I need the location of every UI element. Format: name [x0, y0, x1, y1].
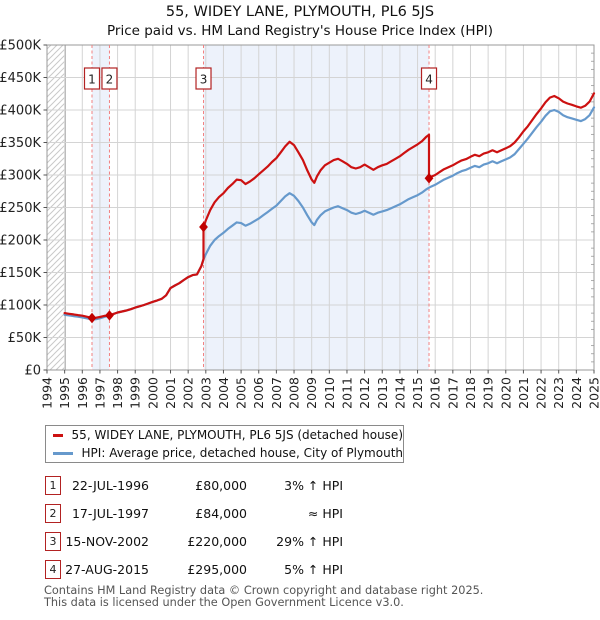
- svg-text:1995: 1995: [57, 377, 72, 409]
- svg-text:2015: 2015: [410, 377, 425, 409]
- svg-text:2013: 2013: [375, 377, 390, 409]
- license-line-1: Contains HM Land Registry data © Crown c…: [44, 584, 484, 597]
- svg-text:2024: 2024: [569, 377, 584, 409]
- transaction-price: £84,000: [195, 505, 247, 521]
- svg-text:£500K: £500K: [0, 39, 41, 54]
- transaction-number-badge: 3: [45, 531, 61, 551]
- svg-text:2018: 2018: [463, 377, 478, 409]
- svg-text:2001: 2001: [163, 377, 178, 409]
- svg-text:2009: 2009: [304, 377, 319, 409]
- svg-text:£50K: £50K: [8, 331, 42, 346]
- transaction-vs-hpi: 5% ↑ HPI: [284, 561, 343, 577]
- legend-row-property: 55, WIDEY LANE, PLYMOUTH, PL6 5JS (detac…: [46, 426, 403, 444]
- price-history-chart: 1 2 3 4 £0 £50K £100K £150K £200K £250K £300K £350K…: [0, 39, 600, 409]
- legend-label-property: 55, WIDEY LANE, PLYMOUTH, PL6 5JS (detac…: [71, 428, 403, 442]
- svg-text:£150K: £150K: [0, 266, 41, 281]
- svg-text:1998: 1998: [110, 377, 125, 409]
- property-line-swatch: [53, 433, 63, 437]
- page-subtitle: Price paid vs. HM Land Registry's House …: [107, 23, 493, 39]
- svg-text:£300K: £300K: [0, 169, 41, 184]
- svg-text:2007: 2007: [269, 377, 284, 409]
- svg-text:2011: 2011: [339, 377, 354, 409]
- license-note: Contains HM Land Registry data © Crown c…: [44, 585, 483, 608]
- transaction-number-badge: 4: [45, 559, 61, 579]
- transaction-row: 4 27-AUG-2015 £295,000 5% ↑ HPI: [45, 555, 365, 583]
- svg-text:2004: 2004: [216, 377, 231, 409]
- svg-text:2008: 2008: [287, 377, 302, 409]
- svg-text:2019: 2019: [481, 377, 496, 409]
- transaction-date: 22-JUL-1996: [71, 477, 149, 493]
- transaction-vs-hpi: 29% ↑ HPI: [276, 533, 343, 549]
- svg-text:£200K: £200K: [0, 234, 41, 249]
- transaction-vs-hpi: ≈ HPI: [307, 505, 343, 521]
- transaction-number-badge: 1: [45, 475, 61, 495]
- svg-text:2021: 2021: [516, 377, 531, 409]
- transactions-table: 1 22-JUL-1996 £80,000 3% ↑ HPI 2 17-JUL-…: [45, 471, 365, 583]
- svg-text:1997: 1997: [92, 377, 107, 409]
- svg-text:£250K: £250K: [0, 201, 41, 216]
- transaction-price: £220,000: [187, 533, 247, 549]
- svg-text:1996: 1996: [75, 377, 90, 409]
- svg-text:£100K: £100K: [0, 299, 41, 314]
- svg-text:2025: 2025: [587, 377, 600, 409]
- svg-text:1994: 1994: [40, 377, 55, 409]
- transaction-price: £295,000: [187, 561, 247, 577]
- chart-legend: 55, WIDEY LANE, PLYMOUTH, PL6 5JS (detac…: [45, 425, 404, 463]
- svg-text:2014: 2014: [392, 377, 407, 409]
- transaction-price: £80,000: [195, 477, 247, 493]
- svg-text:2: 2: [106, 73, 114, 87]
- svg-text:2003: 2003: [198, 377, 213, 409]
- svg-text:2023: 2023: [551, 377, 566, 409]
- transaction-row: 1 22-JUL-1996 £80,000 3% ↑ HPI: [45, 471, 365, 499]
- transaction-row: 3 15-NOV-2002 £220,000 29% ↑ HPI: [45, 527, 365, 555]
- svg-text:2010: 2010: [322, 377, 337, 409]
- svg-text:£450K: £450K: [0, 71, 41, 86]
- transaction-vs-hpi: 3% ↑ HPI: [284, 477, 343, 493]
- svg-text:1: 1: [88, 73, 96, 87]
- svg-text:4: 4: [425, 73, 433, 87]
- svg-text:2020: 2020: [498, 377, 513, 409]
- svg-text:2017: 2017: [445, 377, 460, 409]
- transaction-number-badge: 2: [45, 503, 61, 523]
- transaction-row: 2 17-JUL-1997 £84,000 ≈ HPI: [45, 499, 365, 527]
- svg-text:2012: 2012: [357, 377, 372, 409]
- page-title: 55, WIDEY LANE, PLYMOUTH, PL6 5JS: [165, 4, 435, 20]
- svg-text:2002: 2002: [181, 377, 196, 409]
- transaction-date: 17-JUL-1997: [71, 505, 149, 521]
- svg-text:1999: 1999: [128, 377, 143, 409]
- svg-text:2016: 2016: [428, 377, 443, 409]
- svg-text:£350K: £350K: [0, 136, 41, 151]
- legend-label-hpi: HPI: Average price, detached house, City…: [81, 446, 403, 460]
- svg-text:£0: £0: [24, 364, 41, 379]
- license-line-2: This data is licensed under the Open Gov…: [44, 595, 404, 609]
- svg-text:2000: 2000: [145, 377, 160, 409]
- hpi-line-swatch: [53, 451, 73, 455]
- svg-text:2022: 2022: [534, 377, 549, 409]
- svg-text:£400K: £400K: [0, 104, 41, 119]
- transaction-date: 27-AUG-2015: [65, 561, 149, 577]
- legend-row-hpi: HPI: Average price, detached house, City…: [46, 444, 403, 462]
- transaction-date: 15-NOV-2002: [65, 533, 149, 549]
- svg-text:2006: 2006: [251, 377, 266, 409]
- svg-text:3: 3: [200, 73, 208, 87]
- svg-text:2005: 2005: [234, 377, 249, 409]
